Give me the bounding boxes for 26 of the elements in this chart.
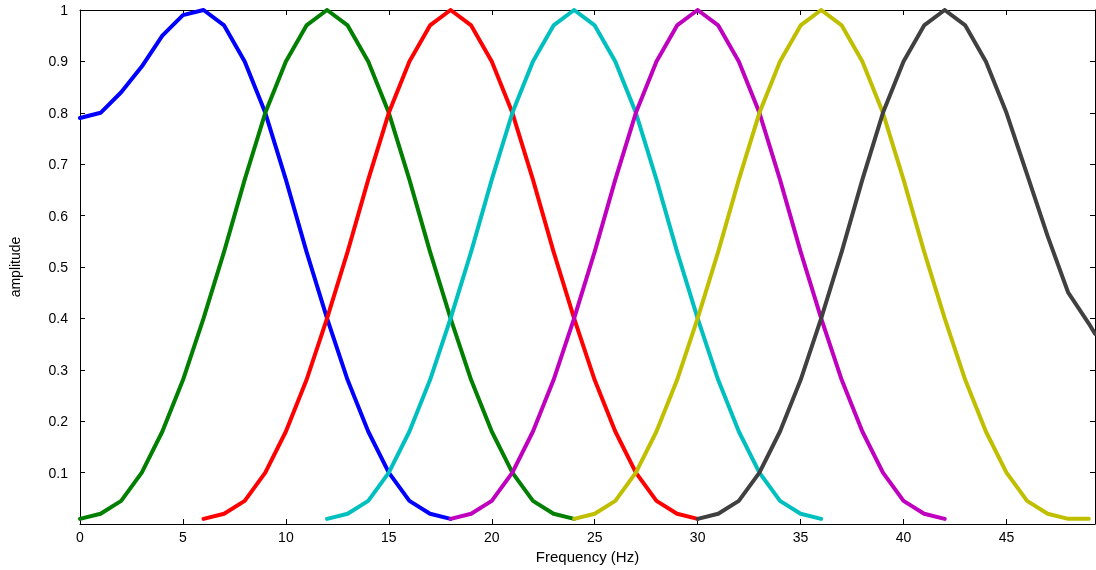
x-tick-label: 40 <box>895 529 912 545</box>
x-tick-label: 25 <box>586 529 603 545</box>
y-tick-label: 0.1 <box>48 464 69 481</box>
y-tick-label: 0.9 <box>48 53 69 70</box>
y-tick-label: 0.4 <box>48 310 69 327</box>
line-series <box>572 8 1091 521</box>
x-axis-title: Frequency (Hz) <box>535 547 640 565</box>
y-tick-label: 0.6 <box>48 207 69 224</box>
x-tick-label: 15 <box>381 529 397 545</box>
y-tick-label: 1 <box>60 2 69 18</box>
x-tick-label: 20 <box>483 529 500 545</box>
y-tick-label: 0.2 <box>48 413 69 430</box>
y-tick-label: 0.3 <box>48 361 69 378</box>
x-tick-label: 45 <box>998 529 1015 545</box>
line-series <box>448 8 947 521</box>
x-tick-label: 10 <box>278 529 294 545</box>
x-tick-label: 35 <box>792 529 809 545</box>
y-tick-label: 0.8 <box>48 104 69 121</box>
x-tick-label: 0 <box>76 529 85 545</box>
x-tick-label: 5 <box>179 529 188 545</box>
line-series <box>695 8 1096 521</box>
y-axis-title: amplitude <box>7 236 23 298</box>
y-tick-label: 0.7 <box>48 156 69 173</box>
line-series <box>325 8 824 521</box>
y-tick-label: 0.5 <box>48 259 69 275</box>
x-tick-label: 30 <box>689 529 706 545</box>
